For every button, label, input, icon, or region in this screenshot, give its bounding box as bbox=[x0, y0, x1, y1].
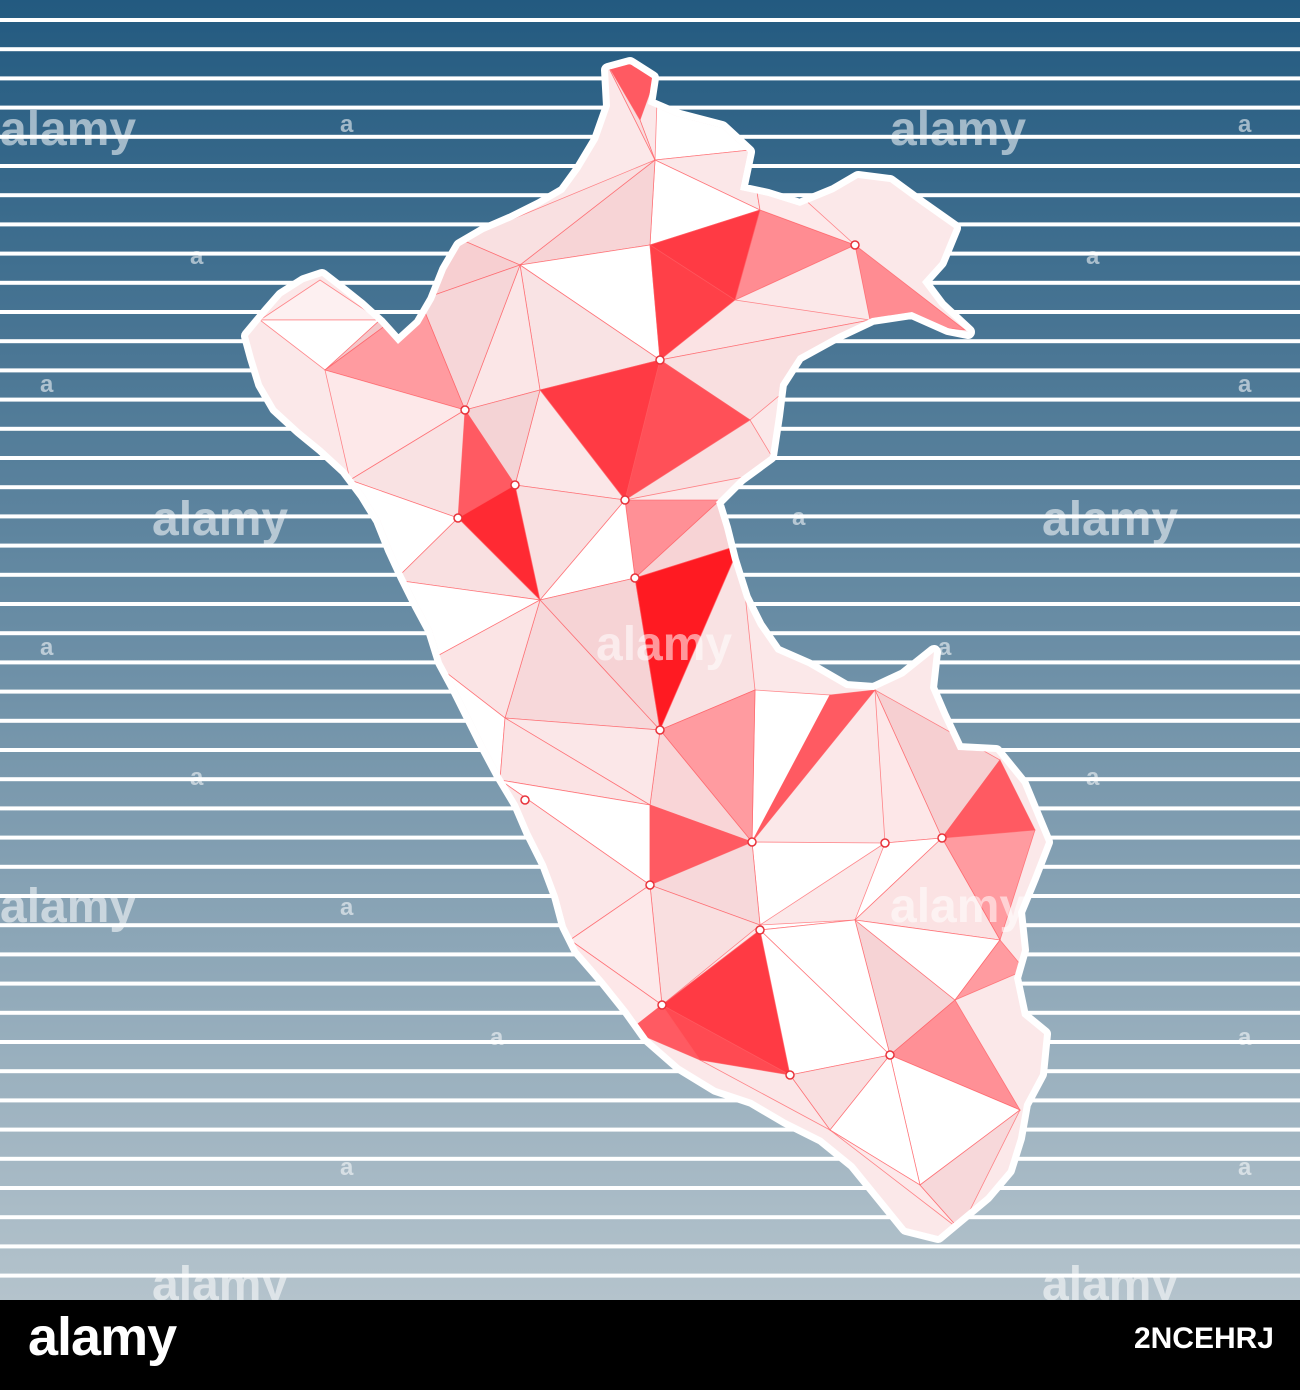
mosaic-node bbox=[937, 833, 947, 843]
stripe bbox=[0, 18, 1300, 22]
mosaic-node bbox=[747, 837, 757, 847]
mosaic-node bbox=[460, 405, 470, 415]
mosaic-node bbox=[620, 495, 630, 505]
watermark-mark: a bbox=[190, 243, 204, 270]
watermark-mark: a bbox=[1086, 764, 1100, 791]
mosaic-node bbox=[655, 725, 665, 735]
watermark-mark: a bbox=[40, 371, 54, 398]
mosaic-nodes bbox=[453, 240, 947, 1080]
watermark-mark: a bbox=[1238, 111, 1252, 138]
mosaic-node bbox=[850, 240, 860, 250]
mosaic-node bbox=[645, 880, 655, 890]
mosaic-triangle bbox=[624, 419, 781, 501]
watermark-mark: a bbox=[938, 634, 952, 661]
watermark-mark: a bbox=[340, 111, 354, 138]
alamy-logo: alamy bbox=[28, 1307, 177, 1367]
watermark-mark: a bbox=[1238, 1154, 1252, 1181]
watermark-mark: a bbox=[340, 894, 354, 921]
mosaic-triangle bbox=[751, 689, 876, 843]
stripe bbox=[0, 1127, 1300, 1132]
watermark-text: alamy bbox=[1042, 1258, 1178, 1300]
mosaic-node bbox=[520, 795, 530, 805]
watermark-mark: a bbox=[190, 764, 204, 791]
watermark-mark: a bbox=[490, 1024, 504, 1051]
stripe bbox=[0, 1186, 1300, 1190]
watermark-mark: a bbox=[1238, 1024, 1252, 1051]
watermark-layer: alamy alamy alamy alamy alamy alamy alam… bbox=[0, 103, 1252, 1300]
mosaic-node bbox=[885, 1050, 895, 1060]
watermark-text: alamy bbox=[152, 493, 288, 546]
stock-footer-bar: alamy 2NCEHRJ bbox=[0, 1300, 1300, 1390]
watermark-text: alamy bbox=[0, 880, 136, 933]
stripe bbox=[0, 1069, 1300, 1074]
mosaic-node bbox=[453, 513, 463, 523]
watermark-mark: a bbox=[340, 1154, 354, 1181]
mosaic-triangle bbox=[919, 1109, 1021, 1231]
mosaic-triangle bbox=[699, 1059, 831, 1131]
mosaic-node bbox=[785, 1070, 795, 1080]
mosaic-node bbox=[510, 480, 520, 490]
watermark-text: alamy bbox=[0, 103, 136, 156]
watermark-mark: a bbox=[792, 504, 806, 531]
watermark-mark: a bbox=[1238, 371, 1252, 398]
mosaic-node bbox=[655, 355, 665, 365]
watermark-text: alamy bbox=[596, 618, 732, 671]
stripe bbox=[0, 1215, 1300, 1220]
watermark-mark: a bbox=[1086, 243, 1100, 270]
image-id: 2NCEHRJ bbox=[1133, 1322, 1274, 1355]
stripe bbox=[0, 1244, 1300, 1249]
mosaic-triangle bbox=[604, 64, 656, 161]
stripe bbox=[0, 1098, 1300, 1103]
mosaic-triangle bbox=[953, 939, 1026, 1001]
watermark-text: alamy bbox=[890, 103, 1026, 156]
mosaic-node bbox=[880, 838, 890, 848]
mosaic-node bbox=[657, 1000, 667, 1010]
stripe bbox=[0, 1273, 1300, 1278]
stripe bbox=[0, 47, 1300, 52]
mosaic-node bbox=[630, 573, 640, 583]
watermark-text: alamy bbox=[152, 1258, 288, 1300]
peru-low-poly-map-artwork: alamy alamy alamy alamy alamy alamy alam… bbox=[0, 0, 1300, 1300]
watermark-text: alamy bbox=[1042, 493, 1178, 546]
watermark-mark: a bbox=[40, 634, 54, 661]
watermark-text: alamy bbox=[890, 880, 1026, 933]
stripe bbox=[0, 1156, 1300, 1161]
mosaic-node bbox=[755, 925, 765, 935]
